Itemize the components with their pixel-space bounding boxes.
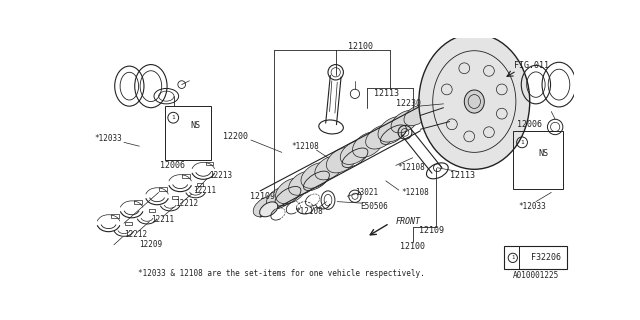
Bar [205,162,213,165]
Text: 12212: 12212 [175,199,198,208]
Bar [164,106,211,160]
Text: 12109: 12109 [419,227,444,236]
Text: *12108: *12108 [291,142,319,151]
Text: FIG.011: FIG.011 [515,61,549,70]
Text: 12006: 12006 [160,161,185,170]
Text: 13021: 13021 [355,188,378,197]
Text: 12200: 12200 [223,132,248,141]
Ellipse shape [253,196,280,217]
Bar [182,174,190,178]
Text: *12033: *12033 [518,202,546,211]
Text: 12109: 12109 [250,192,275,201]
Ellipse shape [301,163,332,188]
Bar [197,183,204,186]
Text: 12211: 12211 [151,215,174,224]
Ellipse shape [378,116,409,142]
Ellipse shape [419,34,530,169]
Text: 12230: 12230 [396,99,421,108]
Ellipse shape [391,110,419,133]
Bar [172,196,178,199]
Text: 12113: 12113 [451,171,476,180]
Text: A010001225: A010001225 [513,271,559,280]
Text: 12100: 12100 [348,42,373,51]
Ellipse shape [260,202,278,217]
Text: *12033: *12033 [95,134,122,143]
Text: *12108: *12108 [295,207,323,216]
Text: 12212: 12212 [124,230,147,239]
Ellipse shape [464,90,484,113]
Text: 12211: 12211 [193,186,216,195]
Ellipse shape [404,105,429,126]
Text: *12108: *12108 [401,188,429,197]
Text: *12033 & 12108 are the set-items for one vehicle respectively.: *12033 & 12108 are the set-items for one… [138,269,425,278]
Bar [159,187,167,191]
Text: 1: 1 [172,115,175,120]
Text: F32206: F32206 [531,253,561,262]
Ellipse shape [353,132,383,157]
Ellipse shape [365,125,395,149]
Bar [148,209,155,212]
Text: 12209: 12209 [140,240,163,249]
Bar [504,246,566,269]
Text: 12100: 12100 [400,242,425,251]
Ellipse shape [266,187,294,209]
Text: 12113: 12113 [374,89,399,98]
Text: 12006: 12006 [517,120,542,129]
Bar [125,222,132,225]
Text: NS: NS [539,149,548,158]
Text: FRONT: FRONT [396,217,420,226]
Bar [134,200,141,204]
Ellipse shape [289,171,318,195]
Bar [513,131,563,188]
Ellipse shape [276,178,307,204]
Bar [111,214,118,218]
Text: 1: 1 [520,140,524,145]
Text: 12213: 12213 [209,171,232,180]
Text: E50506: E50506 [360,202,388,211]
Ellipse shape [315,156,344,180]
Ellipse shape [340,140,370,164]
Ellipse shape [326,147,357,173]
Text: *12108: *12108 [397,163,425,172]
Text: 1: 1 [511,255,515,260]
Text: NS: NS [191,121,200,130]
